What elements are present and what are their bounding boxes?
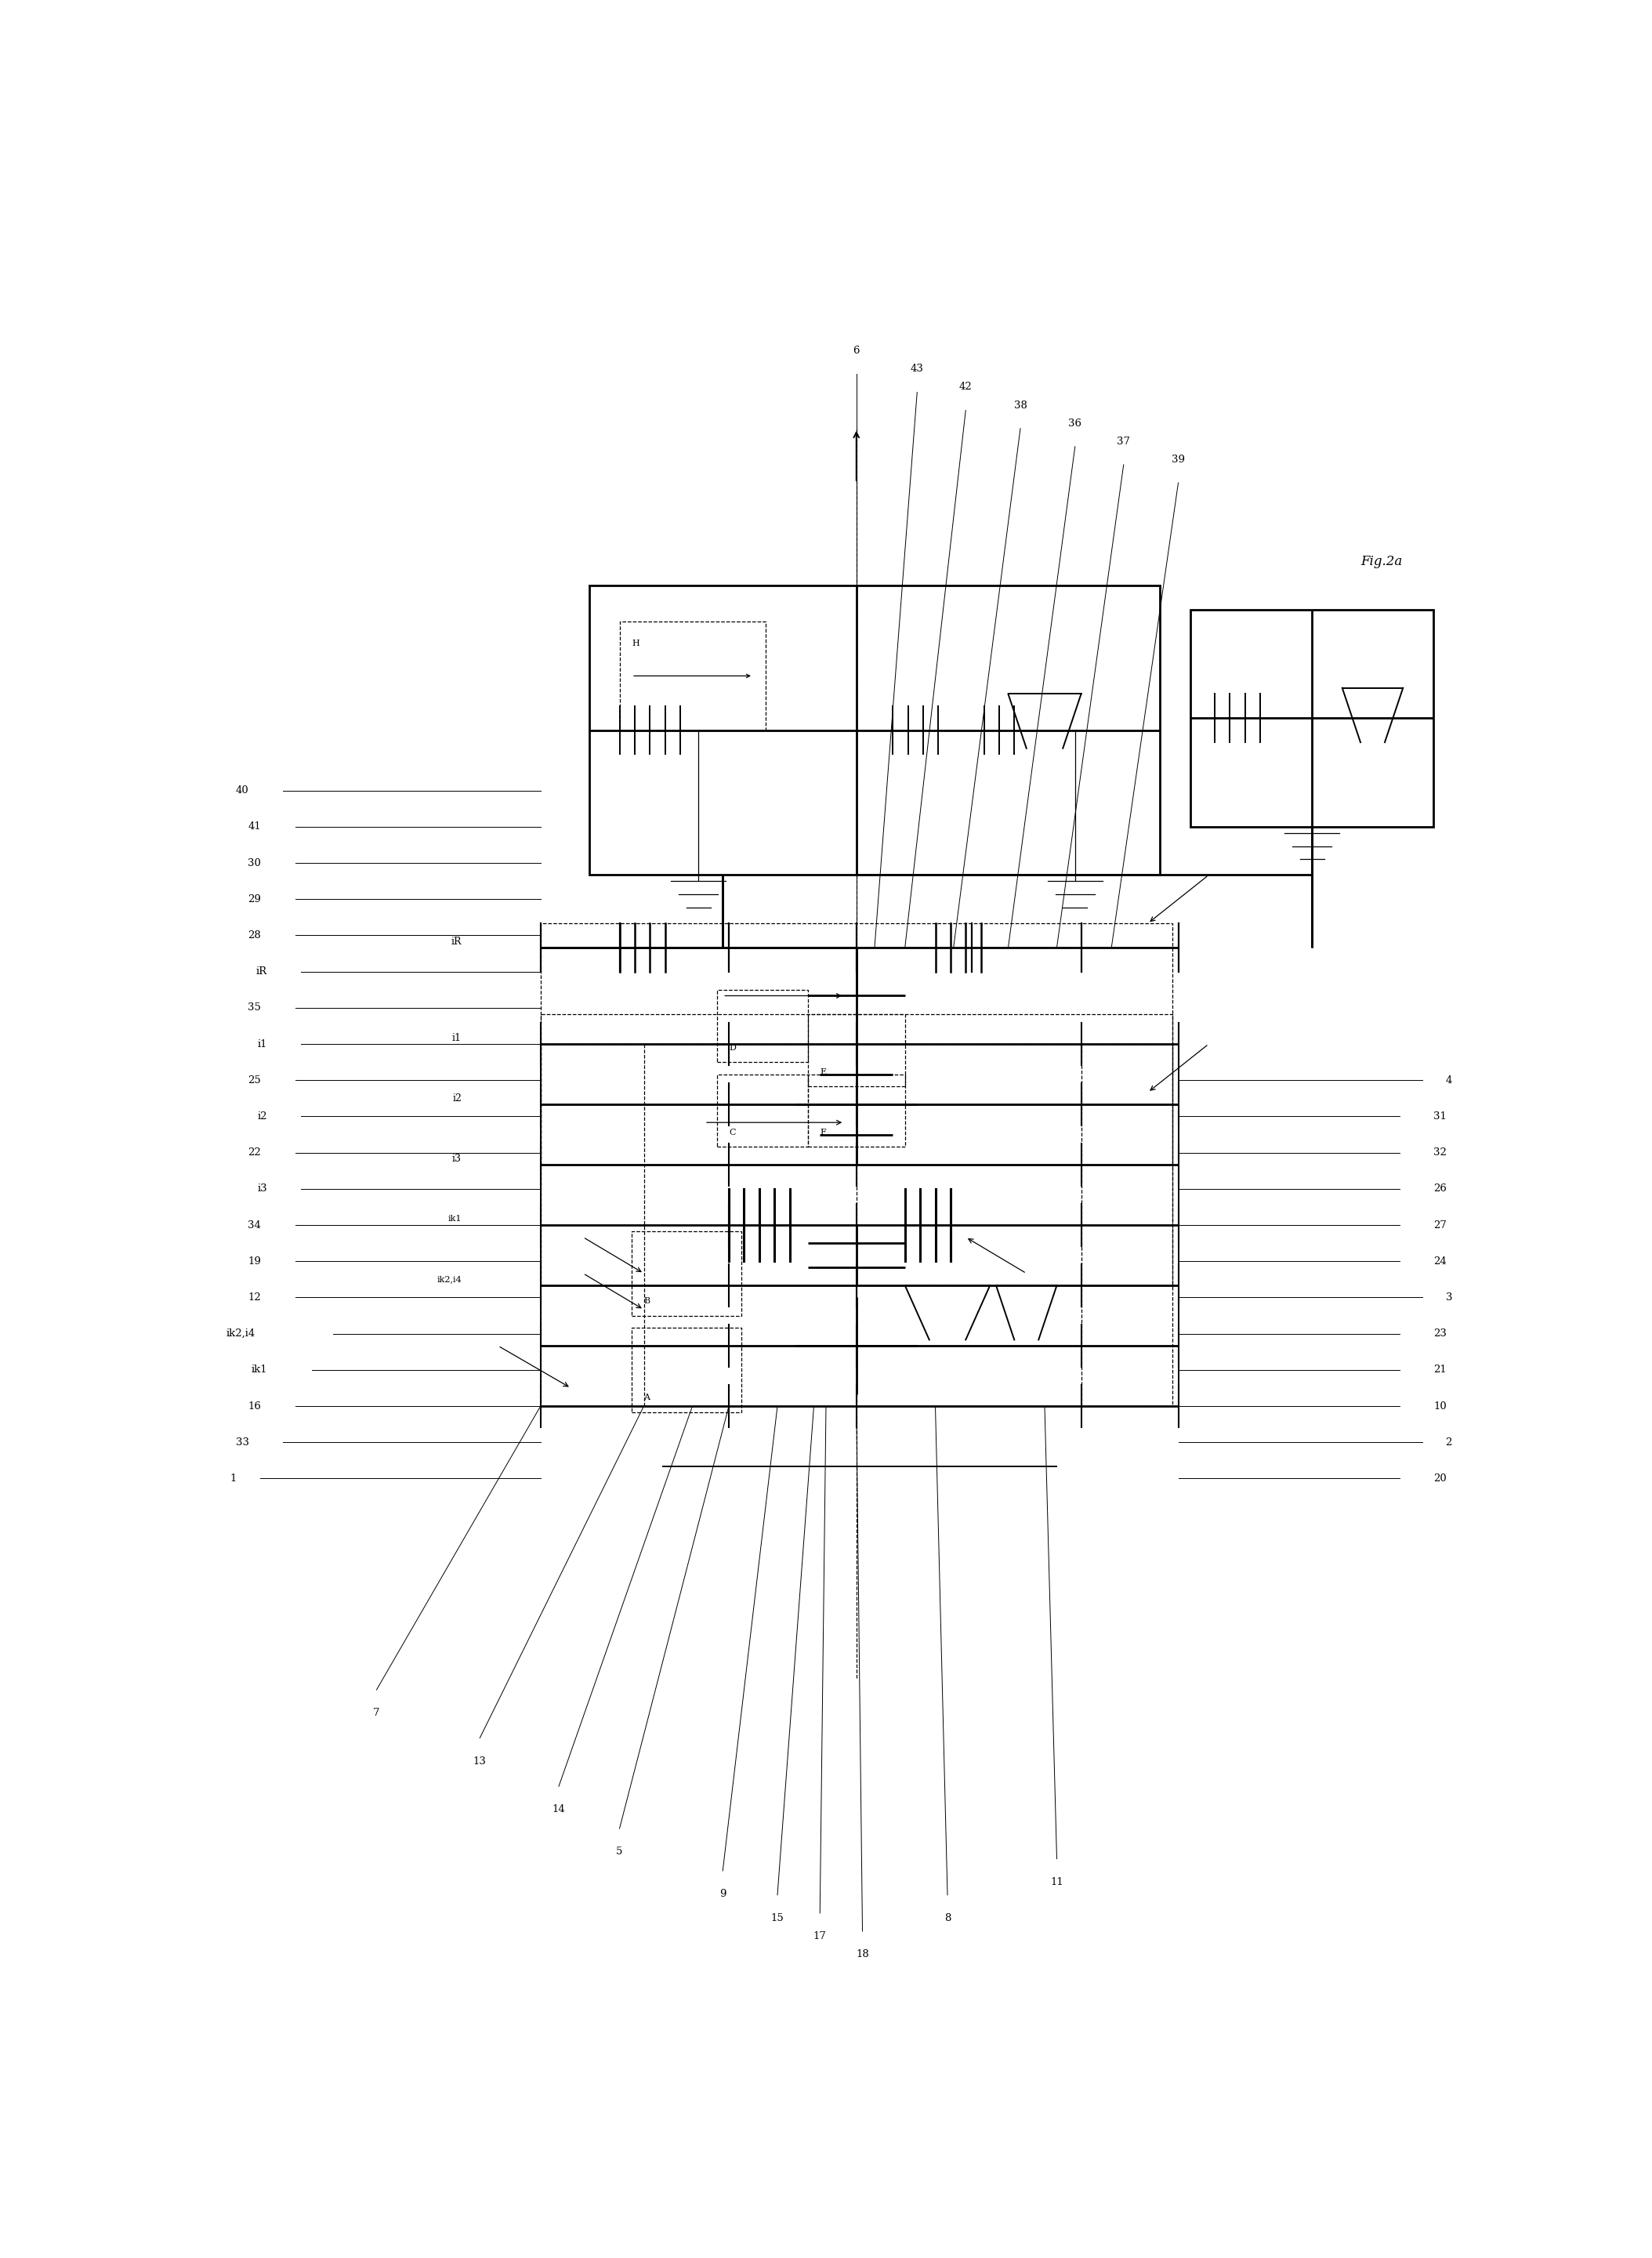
Text: C: C: [729, 1129, 735, 1136]
Text: i3: i3: [258, 1183, 268, 1194]
Text: i1: i1: [258, 1039, 268, 1050]
Text: A: A: [644, 1393, 651, 1402]
Text: 15: 15: [771, 1913, 785, 1924]
Text: 7: 7: [373, 1707, 380, 1718]
Text: 3: 3: [1446, 1292, 1452, 1303]
Text: 43: 43: [910, 364, 923, 375]
Bar: [631, 1231, 742, 1316]
Text: 26: 26: [1434, 1183, 1447, 1194]
Text: 30: 30: [248, 858, 261, 867]
Text: H: H: [631, 639, 639, 648]
Bar: [620, 621, 765, 729]
Bar: [590, 585, 1160, 876]
Text: 18: 18: [856, 1949, 869, 1960]
Text: 5: 5: [616, 1847, 623, 1856]
Text: ik2,i4: ik2,i4: [436, 1276, 461, 1283]
Text: 9: 9: [719, 1890, 727, 1899]
Text: 37: 37: [1117, 436, 1130, 447]
Text: i3: i3: [453, 1154, 461, 1163]
Text: i2: i2: [258, 1111, 268, 1122]
Text: 36: 36: [1069, 418, 1082, 429]
Text: 14: 14: [552, 1804, 565, 1815]
Text: ik1: ik1: [448, 1215, 461, 1224]
Text: 33: 33: [236, 1438, 249, 1447]
Text: F: F: [819, 1129, 826, 1136]
Bar: [540, 1043, 1173, 1165]
Text: 39: 39: [1171, 454, 1184, 465]
Text: 6: 6: [852, 345, 859, 357]
Bar: [540, 924, 1173, 1285]
Text: 8: 8: [945, 1913, 952, 1924]
Text: 29: 29: [248, 894, 261, 903]
Bar: [717, 1075, 808, 1147]
Bar: [717, 989, 808, 1061]
Bar: [808, 1075, 905, 1147]
Text: ik2,i4: ik2,i4: [226, 1328, 254, 1339]
Text: 11: 11: [1051, 1876, 1064, 1888]
Text: B: B: [644, 1298, 651, 1305]
Text: i2: i2: [453, 1093, 461, 1104]
Text: 38: 38: [1014, 400, 1028, 411]
Text: E: E: [819, 1068, 826, 1075]
Bar: [540, 1014, 1173, 1407]
Text: 13: 13: [472, 1757, 486, 1766]
Bar: [808, 1014, 905, 1086]
Text: 20: 20: [1434, 1474, 1447, 1484]
Bar: [631, 1328, 742, 1411]
Text: 22: 22: [248, 1147, 261, 1158]
Text: 28: 28: [248, 930, 261, 942]
Text: 32: 32: [1434, 1147, 1447, 1158]
Text: 21: 21: [1434, 1364, 1447, 1375]
Text: 41: 41: [248, 822, 261, 831]
Text: iR: iR: [256, 966, 268, 978]
Text: 1: 1: [230, 1474, 236, 1484]
Text: 42: 42: [960, 382, 973, 393]
Text: 35: 35: [248, 1003, 261, 1014]
Text: 19: 19: [248, 1255, 261, 1267]
Text: 16: 16: [248, 1400, 261, 1411]
Text: 24: 24: [1434, 1255, 1447, 1267]
Text: 4: 4: [1446, 1075, 1452, 1086]
Text: 17: 17: [813, 1931, 826, 1942]
Text: 27: 27: [1434, 1219, 1447, 1231]
Text: 31: 31: [1434, 1111, 1447, 1122]
Text: 10: 10: [1434, 1400, 1447, 1411]
Text: 2: 2: [1446, 1438, 1452, 1447]
Text: D: D: [729, 1043, 735, 1052]
Text: 34: 34: [248, 1219, 261, 1231]
Text: 25: 25: [248, 1075, 261, 1086]
Text: 23: 23: [1434, 1328, 1447, 1339]
Text: i1: i1: [453, 1032, 461, 1043]
Text: Fig.2a: Fig.2a: [1361, 555, 1403, 569]
Text: 40: 40: [236, 786, 249, 795]
Text: 12: 12: [248, 1292, 261, 1303]
Bar: [1191, 610, 1434, 826]
Text: ik1: ik1: [251, 1364, 268, 1375]
Text: iR: iR: [451, 937, 461, 946]
